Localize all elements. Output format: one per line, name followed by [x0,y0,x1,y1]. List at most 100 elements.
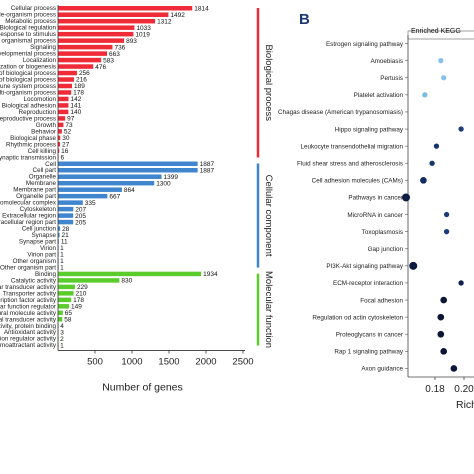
category-label: Virion [40,245,56,252]
pathway-label: Platelet activation [354,92,404,99]
data-point [458,126,464,132]
bar [58,310,63,316]
x-tick-label: 500 [87,356,103,367]
bar [58,64,94,69]
bar-value-label: 1399 [164,174,179,181]
bar-value-label: 830 [121,278,132,285]
category-label: Other organism [13,258,56,265]
bar-value-label: 210 [76,291,87,298]
bar-value-label: 1934 [203,271,218,278]
data-point [433,143,440,149]
bar-value-label: 65 [65,310,73,317]
bar [58,12,169,17]
bar-value-label: 1 [60,252,64,259]
bar-value-label: 149 [71,304,82,311]
bar-value-label: 1492 [170,12,185,19]
category-label: Organelle [29,174,57,181]
data-point [443,211,450,218]
bar [58,31,134,37]
bar-value-label: 216 [76,77,87,84]
bar [58,297,72,303]
bar [58,167,198,173]
data-point [443,228,450,235]
x-tick-label: 0.18 [425,384,445,395]
category-label: Transcription factor activity, protein b… [0,323,56,330]
bar-value-label: 30 [62,135,70,142]
category-label: Cell part [33,167,57,174]
category-label: Growth [36,122,57,129]
bar [58,25,135,30]
category-label: Synapse part [19,239,56,246]
category-label: Catalytic activity [11,277,57,284]
bar-value-label: 178 [73,297,84,304]
category-label: Biological adhesion [2,102,57,109]
panel-a-go-bar-chart: Cellular process 1814 Single-organism proc… [0,5,274,393]
x-tick-label: 2000 [195,356,216,367]
category-label: Signaling [30,44,56,51]
category-label: Reproduction [19,109,57,116]
data-point [409,261,418,270]
category-label: Single-organism process [0,12,56,19]
bar-value-label: 1312 [157,18,172,25]
category-label: Positive regulation of biological proces… [0,70,56,77]
category-label: Cell killing [28,148,57,155]
bar [58,180,155,186]
bar-value-label: 142 [71,96,82,103]
bar-value-label: 58 [64,316,72,323]
x-axis-title: Number of genes [102,381,183,393]
data-point [422,92,428,98]
bar-value-label: 28 [62,226,70,233]
bar-value-label: 189 [74,83,85,90]
pathway-label: ECM-receptor interaction [333,280,403,287]
pathway-label: Hippo signaling pathway [335,126,404,133]
category-label: Transporter activity [3,290,57,297]
bar [58,51,108,56]
bar-value-label: 1 [60,342,64,349]
pathway-label: PI3K-Akt signaling pathway [326,263,404,270]
x-tick-label: 1000 [121,356,142,367]
bar [58,219,74,225]
category-label: Multicellular organismal process [0,38,56,45]
category-label: Binding [35,271,57,278]
bar [58,291,74,296]
panel-b-kegg-dot-plot: B Enriched KEGG Estrogen signaling pathwa… [278,11,474,411]
bar [58,122,64,128]
bar [58,142,60,147]
bar [58,109,69,115]
category-label: Membrane [26,180,57,187]
pathway-label: Cell adhesion molecules (CAMs) [312,178,403,185]
bar-value-label: 21 [62,232,70,239]
bar-value-label: 11 [61,239,68,246]
panel-b-title: Enriched KEGG [411,28,461,35]
category-label: Membrane part [13,187,56,194]
panel-b-letter: B [299,11,310,28]
bar [58,83,72,89]
bar [58,206,74,212]
pathway-label: Rap 1 signaling pathway [334,349,403,356]
category-label: Biological phase [10,135,56,142]
category-label: Cell [45,161,56,168]
category-label: Nucleic acid binding transcription facto… [0,297,57,304]
bar-value-label: 229 [77,284,88,291]
bar-value-label: 3 [60,329,64,336]
category-label: Organelle part [16,193,56,200]
bar [58,271,202,277]
bar-value-label: 335 [85,200,96,207]
bar [58,304,70,309]
category-label: Negative regulation of biological proces… [0,77,56,84]
bar [58,193,108,199]
bar-value-label: 1 [60,265,64,272]
data-point [450,365,458,372]
bar-value-label: 1 [60,245,64,252]
pathway-label: Regulation od actin cytoskeleton [312,314,403,321]
bar-value-label: 16 [61,148,69,155]
x-tick-label: 2500 [232,356,253,367]
group-label: Biological process [263,44,274,121]
category-label: Extracellular region [2,213,56,220]
category-label: Other organism part [0,264,56,271]
bar [58,44,113,50]
category-label: Antioxidant activity [4,329,57,336]
category-label: Cytoskeleton [20,206,57,213]
data-point [441,75,447,81]
